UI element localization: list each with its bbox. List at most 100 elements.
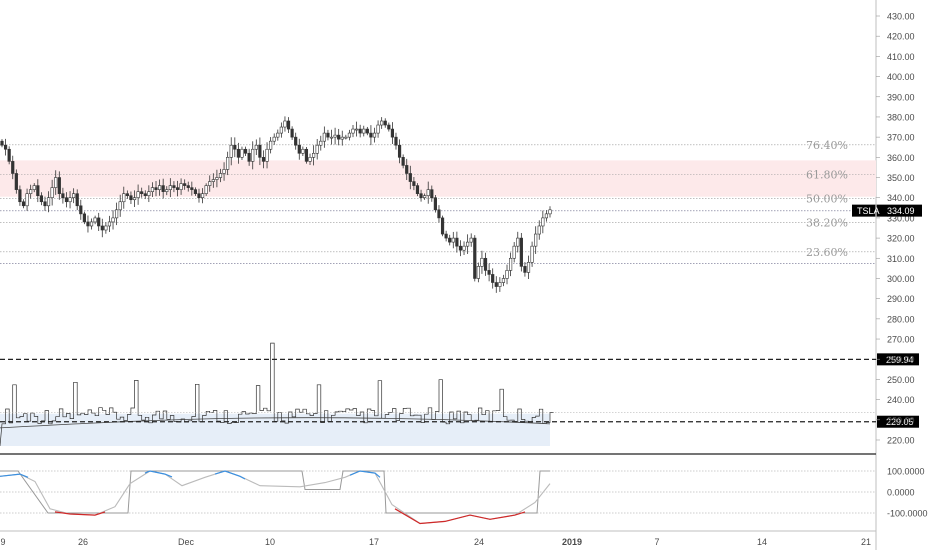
- candle-body: [283, 120, 287, 128]
- candle-body: [397, 144, 402, 158]
- candle-body: [372, 132, 377, 138]
- candle-body: [537, 225, 541, 235]
- candle-body: [433, 197, 437, 211]
- candle-body: [455, 237, 459, 247]
- price-tick-label: 370.00: [887, 133, 915, 143]
- candle-body: [312, 152, 316, 158]
- price-tick-label: 330.00: [887, 213, 915, 223]
- osc-tick-label: -100.0000: [887, 509, 928, 519]
- candle-body: [140, 191, 144, 194]
- candle-body: [208, 181, 212, 186]
- candle-body: [394, 136, 398, 146]
- fib-label: 76.40%: [806, 139, 848, 152]
- candle-body: [516, 237, 520, 247]
- candle-body: [483, 257, 488, 271]
- candle-body: [39, 195, 43, 203]
- candle-body: [405, 165, 409, 174]
- candle-body: [301, 148, 305, 154]
- candle-body: [380, 120, 384, 126]
- candle-body: [157, 185, 162, 190]
- candle-body: [54, 177, 58, 188]
- candle-body: [458, 245, 463, 251]
- candle-body: [18, 189, 22, 203]
- candle-body: [204, 185, 208, 194]
- candle-body: [46, 197, 51, 207]
- candle-body: [68, 197, 72, 203]
- candle-body: [161, 185, 165, 192]
- candle-body: [519, 237, 523, 267]
- price-axis[interactable]: 430.00 420.00 410.00 400.00 390.00 380.00 370.…: [876, 12, 915, 446]
- candle-body: [430, 189, 434, 199]
- osc-oversold-segment: [394, 508, 526, 525]
- candle-body: [143, 193, 147, 196]
- candle-body: [32, 185, 36, 190]
- candle-body: [200, 193, 205, 199]
- candle-body: [3, 144, 8, 150]
- price-tick-label: 310.00: [887, 254, 915, 264]
- price-tick-label: 320.00: [887, 234, 915, 244]
- candle-body: [61, 193, 65, 199]
- candle-body: [64, 197, 69, 203]
- candle-body: [526, 262, 531, 273]
- candle-body: [401, 157, 405, 166]
- horizontal-line-label: 259.94: [886, 355, 914, 365]
- candle-body: [261, 157, 266, 162]
- volume-ma-line: [0, 417, 551, 429]
- candle-body: [362, 128, 366, 134]
- date-axis[interactable]: 9 26 Dec 10 17 24 2019 7 14 21: [0, 537, 871, 547]
- candle-body: [240, 148, 244, 158]
- candle-body: [165, 189, 169, 192]
- date-tick-label: 17: [369, 537, 379, 547]
- candle-body: [358, 128, 362, 134]
- candle-body: [387, 124, 391, 130]
- candle-body: [115, 209, 119, 219]
- price-tick-label: 290.00: [887, 294, 915, 304]
- candle-body: [132, 197, 137, 201]
- candle-body: [129, 195, 133, 201]
- oscillator-pane: [0, 470, 876, 525]
- price-tick-label: 250.00: [887, 375, 915, 385]
- candle-body: [444, 233, 448, 239]
- candle-body: [462, 245, 466, 251]
- candle-body: [509, 257, 513, 271]
- candle-body: [272, 136, 276, 142]
- candle-body: [107, 221, 112, 227]
- candle-body: [344, 136, 348, 139]
- candle-body: [512, 245, 516, 259]
- candle-body: [369, 132, 373, 138]
- candle-body: [304, 148, 309, 162]
- candle-body: [541, 217, 545, 227]
- candle-body: [448, 237, 452, 243]
- candle-body: [523, 266, 527, 273]
- volume-pane: [0, 342, 876, 447]
- date-tick-label: 9: [0, 537, 5, 547]
- date-tick-label: 24: [474, 537, 484, 547]
- candle-body: [111, 217, 115, 223]
- date-tick-label: 14: [757, 537, 767, 547]
- candle-body: [415, 185, 420, 194]
- date-tick-label: 26: [78, 537, 88, 547]
- candle-body: [57, 177, 61, 194]
- price-tick-label: 360.00: [887, 153, 915, 163]
- fib-label: 23.60%: [806, 246, 848, 259]
- candle-body: [25, 193, 29, 207]
- candle-body: [186, 185, 190, 188]
- candle-body: [408, 173, 412, 182]
- candle-body: [118, 201, 122, 211]
- price-tick-label: 260.00: [887, 355, 915, 365]
- candle-body: [247, 152, 251, 162]
- ticker-symbol: TSLA: [857, 206, 880, 216]
- candle-body: [11, 161, 15, 174]
- candle-body: [104, 225, 108, 231]
- date-tick-label: 2019: [562, 537, 582, 547]
- candle-body: [36, 185, 40, 196]
- candle-body: [294, 136, 298, 146]
- horizontal-lines[interactable]: 259.94 229.05: [0, 353, 919, 428]
- horizontal-line-tag: [877, 415, 919, 428]
- candle-body: [548, 209, 552, 215]
- candle-body: [286, 120, 291, 130]
- candle-body: [322, 132, 326, 142]
- candle-body: [50, 187, 54, 199]
- osc-overbought-segment: [349, 470, 381, 478]
